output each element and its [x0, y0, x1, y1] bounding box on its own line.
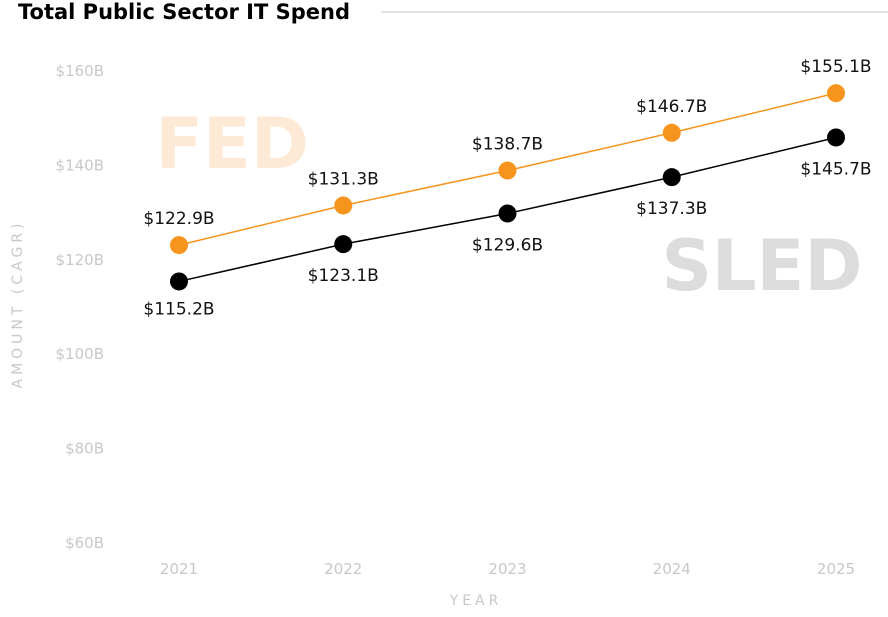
fed-data-point [498, 161, 517, 180]
fed-data-label: $122.9B [143, 209, 214, 229]
sled-data-label: $123.1B [308, 266, 379, 286]
y-tick-label: $100B [56, 345, 104, 363]
fed-data-point [662, 123, 681, 142]
sled-data-label: $137.3B [636, 199, 707, 219]
x-tick-labels: 2021 2022 2023 2024 2025 [160, 560, 855, 578]
fed-series: $122.9B $131.3B $138.7B $146.7B $155.1B [143, 57, 872, 255]
sled-data-point [498, 204, 517, 223]
sled-data-point [827, 128, 845, 147]
y-tick-label: $140B [56, 156, 104, 174]
x-tick-label: 2025 [817, 560, 855, 578]
fed-watermark-label: FED [155, 103, 309, 185]
sled-data-label: $129.6B [472, 235, 543, 255]
y-tick-label: $160B [56, 62, 104, 80]
fed-data-label: $155.1B [800, 57, 871, 77]
sled-watermark-label: SLED [662, 225, 863, 307]
sled-data-point [662, 168, 681, 187]
fed-data-label: $146.7B [636, 97, 707, 117]
sled-series: $115.2B $123.1B $129.6B $137.3B $145.7B [143, 128, 872, 319]
sled-data-label: $145.7B [800, 159, 871, 179]
x-tick-label: 2021 [160, 560, 198, 578]
y-tick-label: $80B [65, 440, 104, 458]
fed-data-point [170, 236, 188, 255]
fed-data-point [827, 84, 845, 103]
fed-data-label: $138.7B [472, 135, 543, 155]
chart-title: Total Public Sector IT Spend [18, 0, 350, 24]
x-tick-label: 2024 [653, 560, 691, 578]
sled-data-point [334, 235, 353, 254]
sled-data-label: $115.2B [143, 299, 214, 319]
fed-data-point [334, 196, 353, 215]
x-tick-label: 2023 [488, 560, 526, 578]
fed-data-label: $131.3B [308, 169, 379, 189]
x-tick-label: 2022 [324, 560, 362, 578]
x-axis-label: YEAR [449, 593, 503, 609]
y-axis-label: AMOUNT (CAGR) [10, 219, 26, 388]
series-layer: $122.9B $131.3B $138.7B $146.7B $155.1B $115.… [143, 57, 871, 319]
y-tick-label: $120B [56, 251, 104, 269]
sled-data-point [170, 272, 188, 291]
y-tick-label: $60B [65, 534, 104, 552]
y-tick-labels: $60B $80B $100B $120B $140B $160B [56, 62, 104, 552]
